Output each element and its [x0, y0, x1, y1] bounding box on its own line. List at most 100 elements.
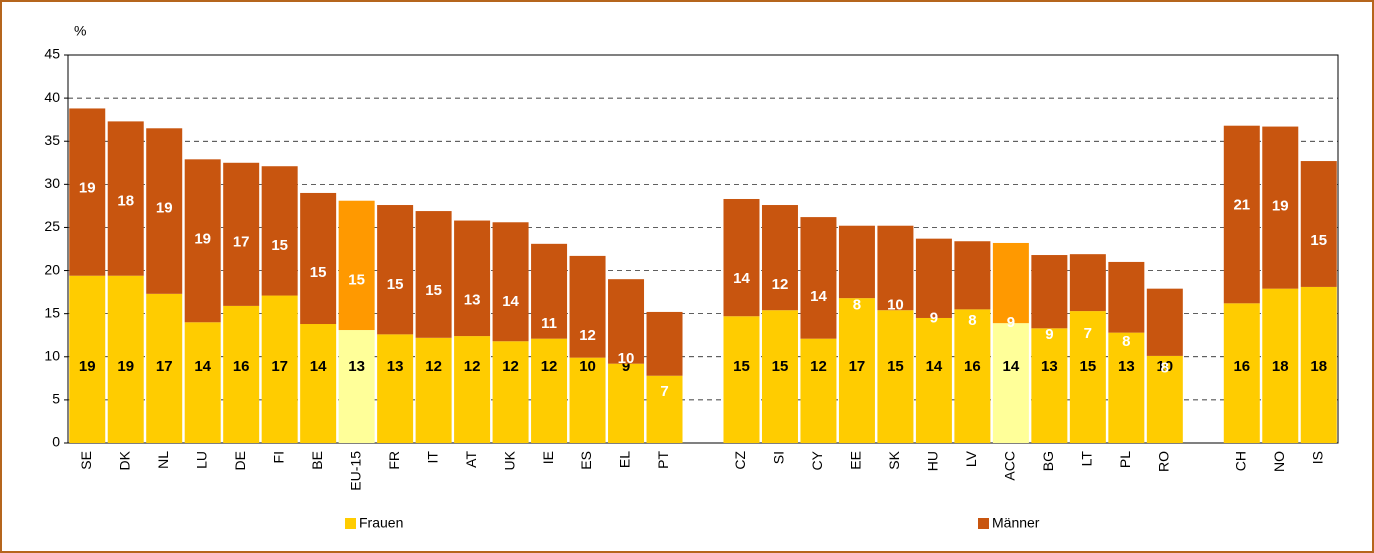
x-tick-label: DK — [116, 450, 132, 470]
bar-segment — [992, 323, 1029, 443]
value-label: 15 — [772, 358, 789, 375]
bar-segment — [646, 375, 683, 443]
bar-segment — [608, 363, 645, 443]
bar-segment — [723, 198, 760, 317]
value-label: 14 — [502, 293, 519, 310]
value-label: 8 — [968, 312, 976, 329]
x-tick-label: EU-15 — [347, 451, 363, 491]
y-tick-label: 45 — [44, 46, 60, 62]
value-label: 18 — [117, 192, 134, 209]
bar-segment — [492, 341, 529, 443]
bar-segment — [569, 357, 606, 443]
x-tick-label: IE — [540, 451, 556, 464]
bar-segment — [300, 324, 337, 443]
bar-segment — [1031, 328, 1068, 443]
x-tick-label: HU — [925, 451, 941, 471]
bar-segment — [184, 159, 221, 323]
x-tick-label: EE — [848, 451, 864, 470]
x-tick-label: PT — [655, 451, 671, 469]
x-tick-label: NO — [1271, 451, 1287, 472]
bar-segment — [1262, 126, 1299, 289]
value-label: 19 — [1272, 198, 1289, 215]
value-label: 15 — [887, 358, 904, 375]
value-label: 18 — [1272, 358, 1289, 375]
bar-segment — [954, 241, 991, 310]
value-label: 9 — [1007, 314, 1015, 331]
x-tick-label: BE — [309, 451, 325, 470]
legend-swatch — [345, 518, 356, 529]
value-label: 10 — [887, 297, 904, 314]
bar-segment — [338, 200, 375, 331]
bar-segment — [992, 242, 1029, 324]
bar-segment — [1146, 288, 1183, 356]
y-tick-label: 35 — [44, 132, 60, 148]
y-tick-label: 10 — [44, 347, 60, 363]
value-label: 16 — [964, 358, 981, 375]
value-label: 9 — [930, 310, 938, 327]
value-label: 15 — [1080, 358, 1097, 375]
x-tick-label: ACC — [1002, 451, 1018, 481]
value-label: 13 — [464, 292, 481, 309]
x-tick-label: LT — [1079, 451, 1095, 467]
y-tick-label: 30 — [44, 175, 60, 191]
y-tick-label: 20 — [44, 261, 60, 277]
x-tick-label: SK — [886, 450, 902, 469]
bar-segment — [954, 309, 991, 443]
value-label: 19 — [156, 199, 173, 216]
bar-segment — [800, 338, 837, 443]
bar-segment — [107, 121, 144, 276]
bar-segment — [569, 255, 606, 358]
value-label: 17 — [156, 358, 173, 375]
bar-segment — [107, 275, 144, 443]
x-tick-label: BG — [1040, 451, 1056, 471]
value-label: 14 — [310, 358, 327, 375]
value-label: 10 — [618, 350, 635, 367]
bar-segment — [184, 322, 221, 443]
bar-segment — [608, 279, 645, 364]
bar-segment — [1223, 125, 1260, 304]
legend-swatch — [978, 518, 989, 529]
bar-segment — [1300, 161, 1337, 287]
bar-segment — [1069, 311, 1106, 443]
bar-segment — [1069, 254, 1106, 312]
value-label: 17 — [849, 358, 866, 375]
value-label: 14 — [810, 288, 827, 305]
x-tick-label: EL — [617, 451, 633, 468]
bar-segment — [261, 295, 298, 443]
bar-segment — [800, 217, 837, 339]
value-label: 8 — [1161, 360, 1169, 377]
value-label: 15 — [733, 358, 750, 375]
y-axis-label: % — [74, 23, 86, 39]
bar-segment — [223, 305, 260, 443]
x-tick-label: NL — [155, 451, 171, 469]
value-label: 17 — [233, 234, 250, 251]
bar-segment — [838, 225, 875, 299]
x-tick-label: FI — [270, 451, 286, 463]
value-label: 15 — [348, 272, 365, 289]
bar-segment — [69, 275, 106, 443]
bar-segment — [531, 243, 568, 339]
y-tick-label: 25 — [44, 218, 60, 234]
y-tick-label: 15 — [44, 304, 60, 320]
y-tick-label: 40 — [44, 89, 60, 105]
bar-segment — [1108, 332, 1145, 443]
value-label: 10 — [1156, 358, 1173, 375]
x-tick-label: SE — [78, 451, 94, 470]
value-label: 12 — [579, 327, 596, 344]
value-label: 13 — [1118, 358, 1135, 375]
value-label: 19 — [79, 358, 96, 375]
x-tick-label: PL — [1117, 451, 1133, 468]
value-label: 8 — [1122, 333, 1130, 350]
x-tick-label: IS — [1309, 451, 1325, 464]
x-tick-label: LU — [193, 451, 209, 469]
x-tick-label: DE — [232, 451, 248, 470]
value-label: 19 — [117, 358, 134, 375]
value-label: 18 — [1310, 358, 1327, 375]
plot-area — [67, 54, 1339, 444]
bar-segment — [877, 225, 914, 311]
bar-segment — [1223, 303, 1260, 443]
bar-segment — [1146, 355, 1183, 443]
value-label: 15 — [1310, 232, 1327, 249]
value-label: 10 — [579, 358, 596, 375]
bar-segment — [223, 162, 260, 306]
